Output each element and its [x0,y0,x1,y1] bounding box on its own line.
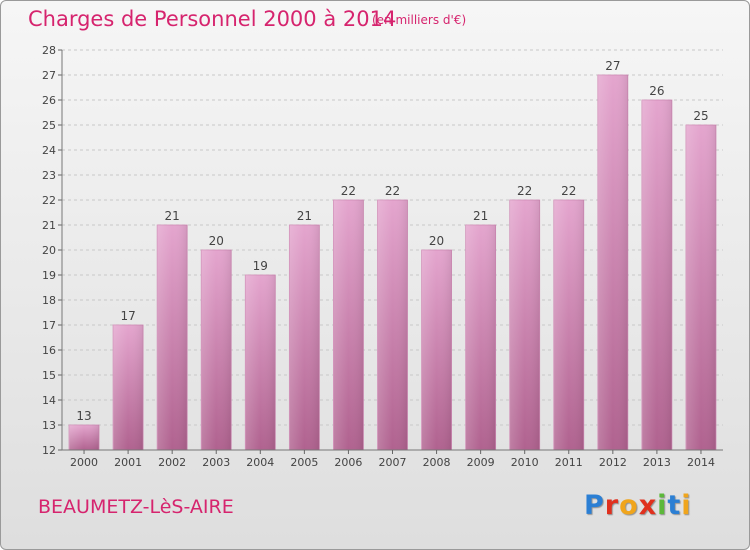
bar [421,249,452,451]
x-tick-label: 2005 [290,456,318,469]
chart-title: Charges de Personnel 2000 à 2014 [28,7,397,31]
y-tick-label: 18 [42,294,56,307]
bar [112,324,144,451]
bar [288,224,320,451]
y-tick-label: 23 [42,169,56,182]
x-tick-label: 2011 [555,456,583,469]
x-tick-label: 2009 [467,456,495,469]
logo-letter: t [667,490,682,521]
data-label: 21 [297,209,312,223]
logo-letter: i [681,490,692,521]
data-label: 22 [385,184,400,198]
chart-subtitle: (en milliers d'€) [372,13,467,27]
y-tick-label: 14 [42,394,56,407]
y-tick-label: 15 [42,369,56,382]
x-tick-label: 2010 [511,456,539,469]
y-tick-label: 17 [42,319,56,332]
x-tick-label: 2014 [687,456,715,469]
data-label: 13 [76,409,91,423]
bar [509,199,541,451]
data-label: 22 [517,184,532,198]
y-tick-label: 28 [42,44,56,57]
proxiti-logo[interactable]: Proxiti [584,490,692,521]
x-tick-label: 2002 [158,456,186,469]
x-tick-label: 2012 [599,456,627,469]
data-label: 22 [341,184,356,198]
x-tick-label: 2006 [334,456,362,469]
data-label: 25 [693,109,708,123]
bar [597,74,629,451]
y-tick-label: 19 [42,269,56,282]
logo-letter: P [584,490,605,521]
bar [156,224,188,451]
data-label: 21 [473,209,488,223]
bar [685,124,717,451]
y-tick-label: 22 [42,194,56,207]
data-label: 27 [605,59,620,73]
data-label: 19 [253,259,268,273]
data-label: 17 [120,309,135,323]
x-tick-label: 2007 [379,456,407,469]
bar [641,99,673,451]
y-tick-label: 27 [42,69,56,82]
bar [377,199,408,451]
logo-letter: o [619,490,639,521]
bar [200,249,232,451]
bars: 13 17 21 20 19 21 22 22 20 21 22 22 27 26 25 [68,59,717,451]
bar [553,199,585,451]
y-tick-label: 16 [42,344,56,357]
data-label: 21 [165,209,180,223]
x-tick-label: 2004 [246,456,274,469]
logo-letter: r [604,490,620,521]
x-tick-label: 2001 [114,456,142,469]
bar [68,424,100,451]
y-axis: 12 13 14 15 16 17 18 19 20 21 22 23 24 25 26 27 28 [42,44,63,457]
y-tick-label: 26 [42,94,56,107]
x-tick-label: 2003 [202,456,230,469]
y-tick-label: 13 [42,419,56,432]
data-label: 20 [429,234,444,248]
logo-letter: i [657,490,668,521]
city-name: BEAUMETZ-LèS-AIRE [38,496,234,518]
data-label: 20 [209,234,224,248]
y-tick-label: 21 [42,219,56,232]
bar [244,274,276,451]
x-tick-label: 2008 [423,456,451,469]
y-tick-label: 12 [42,444,56,457]
x-axis: 2000 2001 2002 2003 2004 2005 2006 2007 2008 2009… [62,449,723,469]
x-tick-label: 2000 [70,456,98,469]
y-tick-label: 25 [42,119,56,132]
y-tick-label: 20 [42,244,56,257]
logo-letter: x [638,490,658,521]
y-tick-label: 24 [42,144,56,157]
data-label: 26 [649,84,664,98]
x-tick-label: 2013 [643,456,671,469]
bar [333,199,364,451]
data-label: 22 [561,184,576,198]
bar [465,224,497,451]
